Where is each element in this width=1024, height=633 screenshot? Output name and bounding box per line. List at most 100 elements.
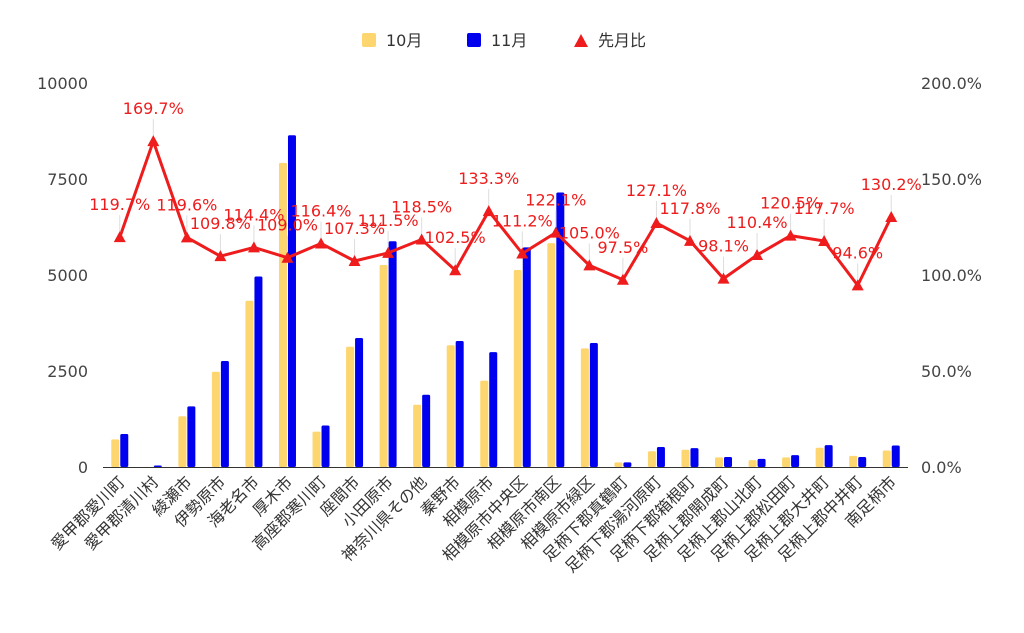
legend-label-3: 先月比 (598, 31, 646, 50)
bar-10月 (178, 416, 187, 467)
bar-10月 (580, 348, 589, 467)
bar-11月 (220, 361, 229, 467)
bar-10月 (346, 346, 355, 467)
ratio-data-label: 133.3% (458, 169, 519, 188)
ratio-data-label: 116.4% (291, 202, 352, 221)
ratio-data-label: 109.0% (257, 216, 318, 235)
right-axis-tick: 50.0% (921, 362, 972, 381)
bar-11月 (724, 457, 733, 467)
ratio-data-label: 169.7% (123, 99, 184, 118)
ratio-point-marker (113, 231, 126, 243)
ratio-point-marker (616, 273, 629, 285)
bar-10月 (211, 371, 220, 467)
bar-11月 (791, 455, 800, 467)
ratio-data-label: 97.5% (597, 238, 648, 257)
axes: 0 2500 5000 7500 10000 0.0% 50.0% 100.0% 150.0% 2… (37, 74, 982, 477)
left-axis-tick: 2500 (47, 362, 88, 381)
bar-11月 (422, 394, 431, 467)
ratio-data-label: 120.5% (760, 194, 821, 213)
bar-10月 (312, 431, 321, 467)
bar-11月 (120, 433, 129, 467)
ratio-point-marker (482, 205, 495, 217)
bar-11月 (455, 341, 464, 467)
bar-11月 (690, 448, 699, 467)
bar-11月 (858, 457, 867, 467)
bar-10月 (715, 457, 724, 467)
bar-11月 (556, 192, 565, 467)
bar-11月 (891, 445, 900, 467)
ratio-data-label: 119.6% (156, 195, 217, 214)
ratio-data-label: 105.0% (559, 223, 620, 242)
bar-10月 (782, 457, 791, 467)
ratio-data-label: 114.4% (223, 205, 284, 224)
bar-11月 (656, 447, 665, 467)
bar-10月 (849, 455, 858, 467)
left-axis-tick: 10000 (37, 74, 88, 93)
bar-11月 (824, 445, 833, 467)
ratio-point-marker (851, 279, 864, 291)
legend-triangle-icon (574, 34, 588, 47)
ratio-data-label: 111.2% (492, 211, 553, 230)
ratio-data-label: 111.5% (358, 211, 419, 230)
ratio-point-marker (247, 241, 260, 253)
ratio-point-marker (147, 135, 160, 147)
legend-label-1: 10月 (386, 31, 422, 50)
ratio-data-label: 102.5% (425, 228, 486, 247)
ratio-point-marker (717, 272, 730, 284)
ratio-data-label: 130.2% (861, 175, 922, 194)
ratio-data-label: 119.7% (89, 195, 150, 214)
legend-swatch-1 (362, 33, 376, 47)
ratio-data-label: 117.8% (659, 199, 720, 218)
bar-10月 (513, 270, 522, 467)
right-axis-tick: 150.0% (921, 170, 982, 189)
ratio-point-marker (214, 250, 227, 262)
bar-10月 (681, 449, 690, 467)
ratio-point-marker (281, 251, 294, 263)
ratio-point-marker (516, 247, 529, 259)
right-axis-tick: 100.0% (921, 266, 982, 285)
ratio-point-marker (415, 233, 428, 245)
left-axis-tick: 5000 (47, 266, 88, 285)
bar-11月 (187, 406, 196, 467)
bar-11月 (287, 135, 296, 467)
bar-10月 (647, 451, 656, 467)
ratio-point-marker (818, 235, 831, 247)
bar-11月 (489, 352, 498, 467)
ratio-data-label: 109.8% (190, 214, 251, 233)
bar-10月 (480, 380, 489, 467)
bar-11月 (589, 342, 598, 467)
ratio-point-marker (784, 229, 797, 241)
ratio-data-label: 94.6% (832, 243, 883, 262)
bar-10月 (245, 300, 254, 467)
left-axis-tick: 0 (78, 458, 88, 477)
ratio-data-label: 118.5% (391, 197, 452, 216)
bar-10月 (446, 345, 455, 467)
bar-11月 (355, 337, 364, 467)
ratio-line-series: 119.7% 169.7% 119.6%109.8%114.4%109.0%116.… (89, 99, 922, 291)
bar-series (111, 135, 900, 467)
bar-11月 (388, 241, 397, 467)
bar-10月 (278, 162, 287, 467)
bar-11月 (522, 247, 531, 467)
ratio-point-marker (449, 264, 462, 276)
right-axis-tick: 0.0% (921, 458, 962, 477)
bar-10月 (614, 462, 623, 467)
ratio-data-label: 107.3% (324, 219, 385, 238)
ratio-data-label: 127.1% (626, 181, 687, 200)
ratio-line (118, 139, 893, 287)
bar-11月 (153, 465, 162, 467)
ratio-point-marker (549, 226, 562, 238)
ratio-point-marker (683, 234, 696, 246)
ratio-point-marker (650, 216, 663, 228)
bar-10月 (547, 243, 556, 467)
ratio-point-marker (348, 254, 361, 266)
ratio-data-label: 117.7% (794, 199, 855, 218)
bar-10月 (882, 450, 891, 467)
legend: 10月 11月 先月比 (362, 31, 646, 50)
ratio-point-marker (180, 231, 193, 243)
ratio-point-marker (315, 237, 328, 249)
category-labels: 愛甲郡愛川町愛甲郡清川村綾瀬市伊勢原市海老名市厚木市高座郡寒川町座間市小田原市神… (47, 472, 900, 576)
legend-label-2: 11月 (491, 31, 527, 50)
left-axis-tick: 7500 (47, 170, 88, 189)
